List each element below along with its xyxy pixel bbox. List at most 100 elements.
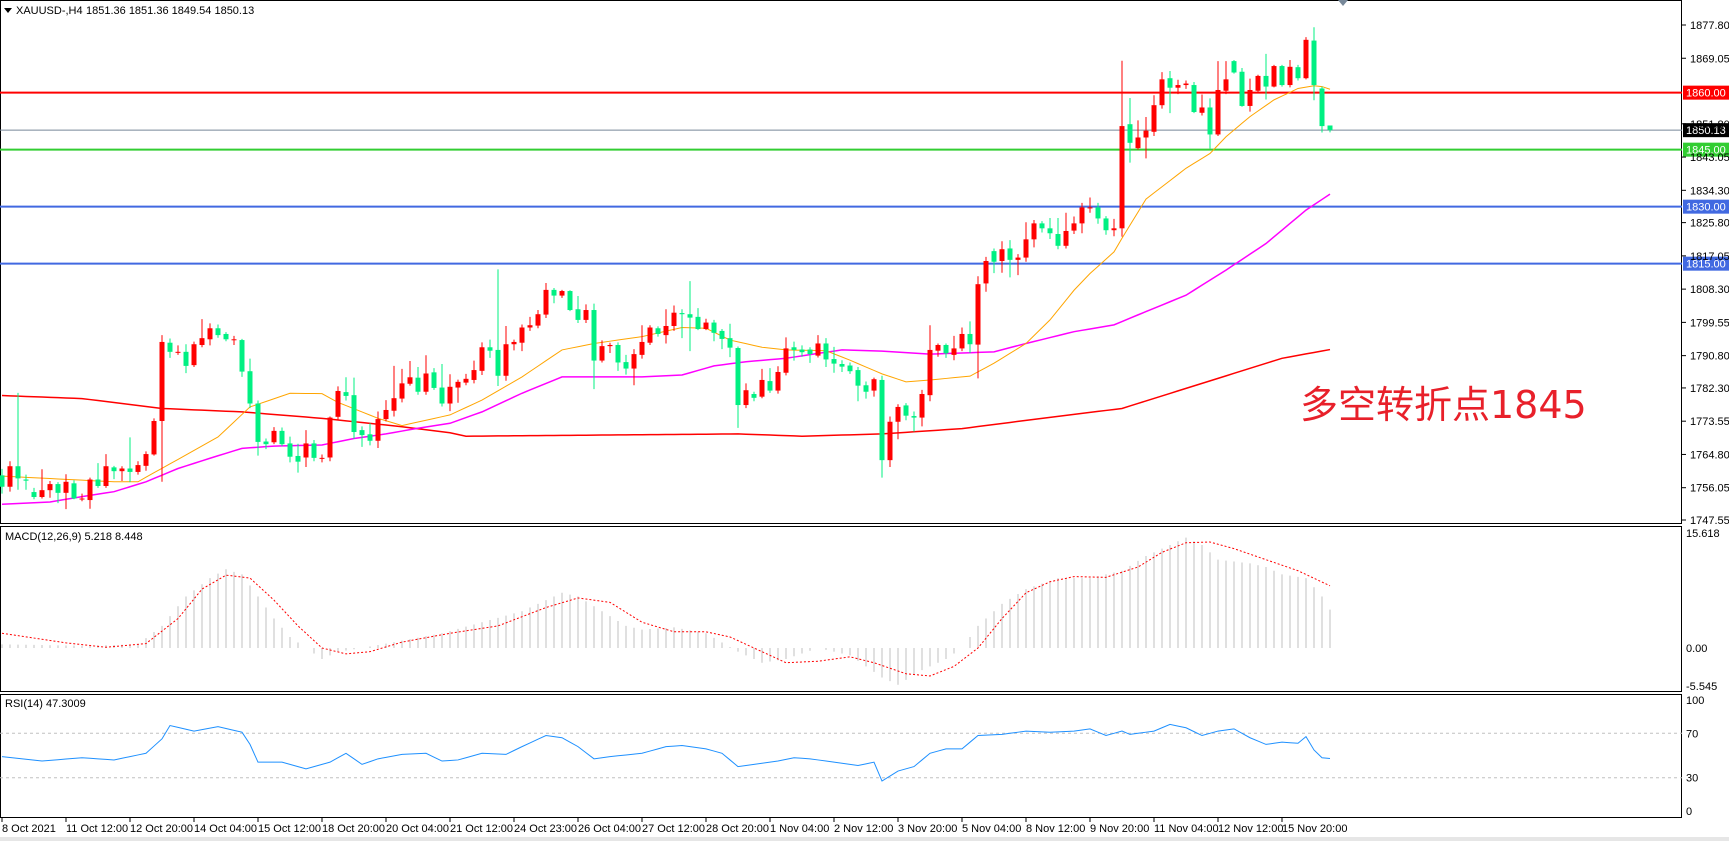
candle-body [631,354,637,369]
candle [647,325,653,345]
time-axis-label: 8 Oct 2021 [2,823,56,835]
candle-body [407,377,413,384]
time-axis-label: 12 Oct 20:00 [130,823,193,835]
time-axis-label: 14 Oct 04:00 [194,823,257,835]
candle [223,332,229,342]
candle-body [591,310,597,361]
candle [1135,120,1141,150]
candle-body [303,443,309,458]
candle [255,400,261,456]
candle [183,344,189,374]
candle-body [1119,126,1125,229]
candle-body [1247,89,1253,106]
candle [863,381,869,399]
candle-body [1103,218,1109,231]
candle-body [1087,207,1093,209]
candle-body [1255,75,1261,91]
macd-panel[interactable] [0,526,1682,692]
candle-body [831,359,837,364]
candle [143,451,149,471]
candle-body [847,365,853,372]
candle-body [351,395,357,433]
candle [1191,82,1197,114]
candle-body [511,341,517,345]
candle [1199,94,1205,116]
time-axis-label: 9 Nov 20:00 [1090,823,1149,835]
candle-body [767,381,773,391]
candle [567,290,573,312]
candle [423,355,429,395]
candle [775,366,781,394]
chart-shift-marker-icon[interactable] [1338,0,1348,6]
candle-body [583,310,589,320]
candle-body [887,421,893,461]
rsi-axis-label: 0 [1686,806,1692,818]
candle-body [1311,40,1317,86]
candle-body [1287,66,1293,86]
price-axis-label: 1825.80 [1690,218,1729,230]
macd-label: MACD(12,26,9) 5.218 8.448 [5,531,143,543]
candle [991,248,997,274]
candle-body [911,416,917,418]
price-axis-label: 1790.80 [1690,351,1729,363]
time-axis-label: 12 Nov 12:00 [1218,823,1283,835]
candle-body [399,383,405,399]
candle-body [287,443,293,457]
candle-body [1191,85,1197,113]
candle [879,375,885,478]
level-price-tag [1683,142,1729,157]
price-axis-label: 1843.05 [1690,152,1729,164]
candle-body [1007,248,1013,260]
candle-body [135,465,141,472]
candle [911,411,917,432]
candle [103,454,109,488]
candle-body [1263,75,1269,87]
candle [815,335,821,358]
candle-body [143,454,149,466]
candle [631,349,637,386]
rsi-panel[interactable] [0,694,1682,818]
candle-body [391,398,397,411]
candle-body [31,492,37,498]
candle-body [935,344,941,351]
candle [335,386,341,420]
candle [159,335,165,482]
candle [191,341,197,368]
candle [1215,61,1221,136]
candle [487,339,493,358]
candle [95,463,101,488]
candle-body [775,371,781,391]
candle [63,474,69,510]
price-axis-label: 1747.55 [1690,515,1729,527]
candle-body [1319,88,1325,127]
candle [47,481,53,498]
time-axis-label: 11 Oct 12:00 [66,823,128,835]
candle-body [687,314,693,318]
candle-body [951,348,957,355]
level-price-label: 1830.00 [1686,202,1726,214]
candle-body [119,468,125,472]
candle [1103,216,1109,235]
candle-body [383,409,389,420]
candle-body [663,325,669,336]
candle-body [895,406,901,422]
candle-body [295,455,301,462]
candle-body [1231,61,1237,73]
candle [1039,221,1045,233]
candle-body [463,378,469,383]
candle-body [1039,223,1045,229]
candle [1015,254,1021,276]
candle [247,358,253,409]
ma-slow-line [1,348,1331,437]
level-price-label: 1860.00 [1686,88,1726,100]
candle [855,367,861,402]
candle-body [103,466,109,486]
candle [655,326,661,337]
main-price-panel[interactable] [0,0,1682,524]
candle-body [807,349,813,355]
annotation-text: 多空转折点1845 [1300,383,1587,427]
candle [615,342,621,371]
collapse-triangle-icon[interactable] [4,8,12,13]
candle-body [375,419,381,441]
